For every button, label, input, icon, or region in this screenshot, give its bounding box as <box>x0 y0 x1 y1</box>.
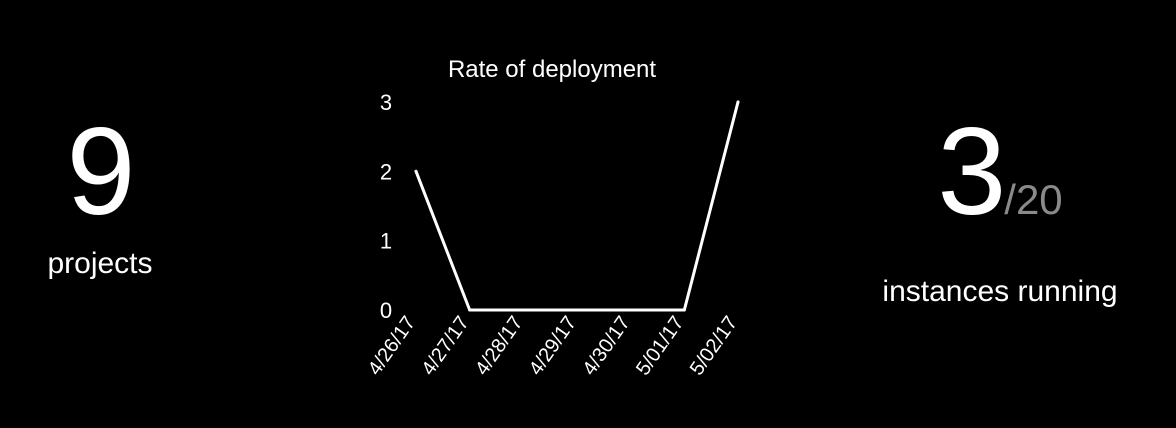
deployment-chart: Rate of deployment 0 1 2 3 4/26/17 4/27/17 4/… <box>340 40 800 428</box>
instances-count: 3/20 <box>850 110 1150 262</box>
y-tick-label: 1 <box>380 229 392 254</box>
y-tick-label: 0 <box>380 298 392 323</box>
x-tick-label: 5/01/17 <box>632 312 688 379</box>
x-tick-label: 4/27/17 <box>417 312 473 379</box>
data-point <box>414 169 418 173</box>
x-tick-label: 4/29/17 <box>525 312 581 379</box>
instances-running-value: 3 <box>937 103 1006 241</box>
data-point <box>521 308 525 312</box>
y-tick-label: 3 <box>380 90 392 115</box>
data-point <box>575 308 579 312</box>
x-tick-label: 4/30/17 <box>578 312 634 379</box>
y-axis: 0 1 2 3 <box>380 90 392 323</box>
chart-title: Rate of deployment <box>448 56 656 83</box>
data-point <box>468 308 472 312</box>
x-axis: 4/26/174/27/174/28/174/29/174/30/175/01/… <box>364 312 742 379</box>
projects-label: projects <box>47 247 153 280</box>
deployment-chart-svg: Rate of deployment 0 1 2 3 4/26/174/27/174/… <box>364 56 742 380</box>
y-tick-label: 2 <box>380 159 392 184</box>
projects-stat: 9 projects <box>0 110 200 282</box>
data-point <box>736 100 740 104</box>
data-point <box>629 308 633 312</box>
instances-total: /20 <box>1004 176 1063 223</box>
x-tick-label: 5/02/17 <box>686 312 742 379</box>
data-point <box>682 308 686 312</box>
x-tick-label: 4/28/17 <box>471 312 527 379</box>
deployment-rate-line <box>414 100 740 312</box>
instances-stat: 3/20 instances running <box>850 110 1150 310</box>
instances-label: instances running <box>882 275 1118 308</box>
projects-count: 9 <box>66 103 136 241</box>
chart-series <box>414 100 740 312</box>
